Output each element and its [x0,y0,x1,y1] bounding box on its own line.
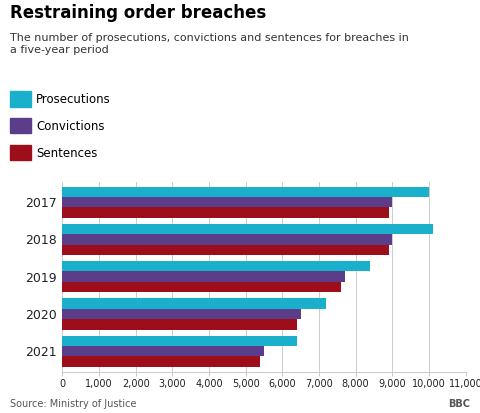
Text: Convictions: Convictions [36,120,105,133]
Bar [62,187,429,197]
Bar [62,336,297,346]
Bar [62,356,260,367]
Bar [62,234,392,244]
Bar [62,298,326,309]
Bar [62,207,389,218]
Text: BBC: BBC [448,399,470,409]
Bar [62,319,297,330]
Bar [62,346,264,356]
Text: The number of prosecutions, convictions and sentences for breaches in
a five-yea: The number of prosecutions, convictions … [10,33,408,55]
Bar [62,244,389,255]
Bar [62,309,300,319]
Text: Source: Ministry of Justice: Source: Ministry of Justice [10,399,136,409]
Bar [62,261,370,271]
Text: Restraining order breaches: Restraining order breaches [10,4,266,22]
Text: Sentences: Sentences [36,147,97,160]
Bar [62,271,345,282]
Bar [62,197,392,207]
Text: Prosecutions: Prosecutions [36,93,111,107]
Bar [62,282,341,292]
Bar [62,224,432,234]
